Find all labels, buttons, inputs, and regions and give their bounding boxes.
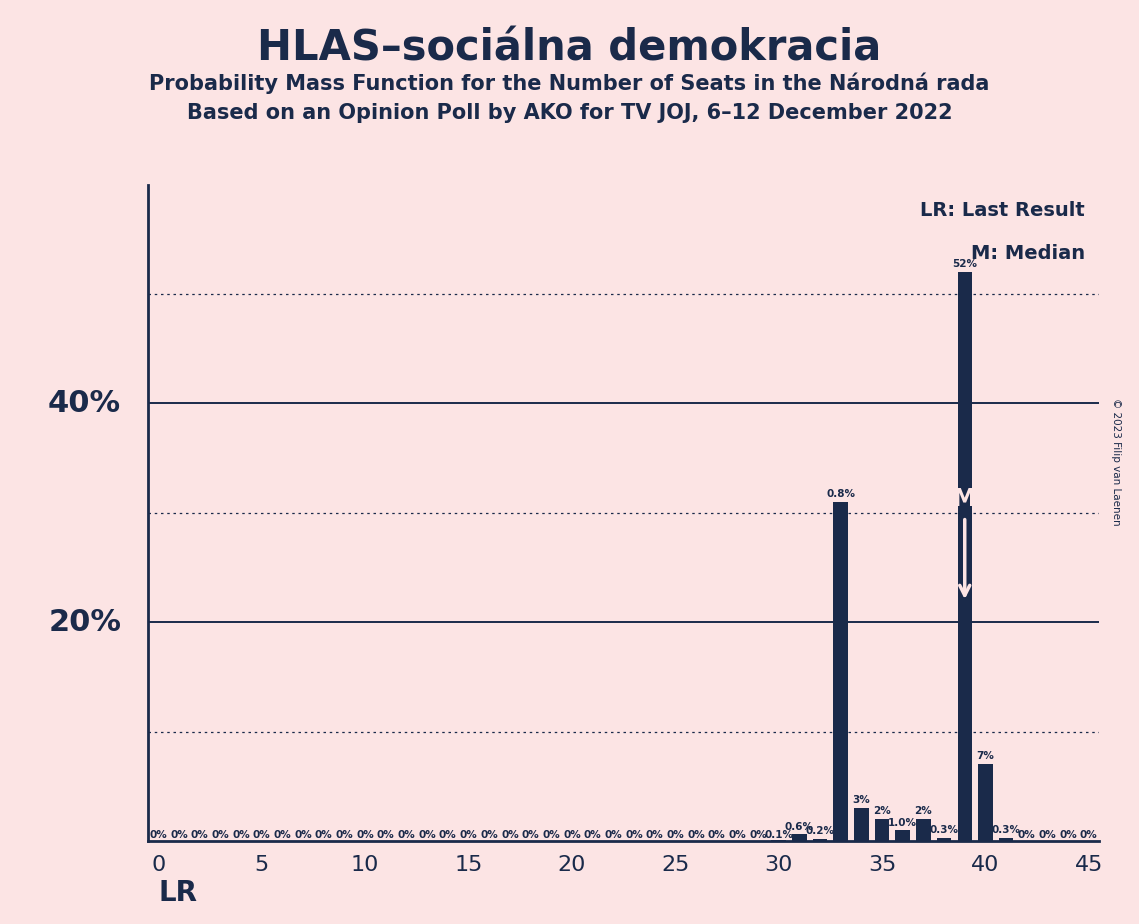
Text: 40%: 40% [48, 389, 121, 418]
Text: 0%: 0% [583, 831, 601, 840]
Text: 0%: 0% [232, 831, 249, 840]
Text: 0%: 0% [501, 831, 518, 840]
Text: 0%: 0% [729, 831, 746, 840]
Bar [937, 837, 951, 841]
Text: 0%: 0% [336, 831, 353, 840]
Bar [771, 840, 786, 841]
Text: 0%: 0% [170, 831, 188, 840]
Text: 0.3%: 0.3% [992, 825, 1021, 835]
Text: 0%: 0% [191, 831, 208, 840]
Text: 52%: 52% [952, 259, 977, 269]
Text: 2%: 2% [915, 806, 932, 816]
Text: 0%: 0% [1039, 831, 1056, 840]
Text: 0%: 0% [707, 831, 726, 840]
Text: 0.1%: 0.1% [764, 831, 793, 840]
Bar [958, 273, 972, 841]
Bar [854, 808, 869, 841]
Text: 0%: 0% [273, 831, 292, 840]
Text: 7%: 7% [976, 751, 994, 761]
Bar [834, 502, 847, 841]
Text: 0%: 0% [1080, 831, 1098, 840]
Text: 0.3%: 0.3% [929, 825, 959, 835]
Text: 0%: 0% [666, 831, 685, 840]
Text: 0.8%: 0.8% [826, 489, 855, 499]
Bar [813, 839, 827, 841]
Text: LR: LR [158, 879, 197, 907]
Bar [978, 764, 993, 841]
Text: 0%: 0% [687, 831, 705, 840]
Text: 0%: 0% [377, 831, 395, 840]
Text: 0%: 0% [253, 831, 271, 840]
Text: 0%: 0% [357, 831, 374, 840]
Text: 0.2%: 0.2% [805, 826, 835, 836]
Text: M: M [953, 487, 976, 511]
Text: 3%: 3% [852, 795, 870, 805]
Text: 20%: 20% [48, 608, 121, 637]
Text: 0%: 0% [522, 831, 540, 840]
Text: M: Median: M: Median [970, 244, 1084, 262]
Text: Based on an Opinion Poll by AKO for TV JOJ, 6–12 December 2022: Based on an Opinion Poll by AKO for TV J… [187, 103, 952, 124]
Text: 0%: 0% [418, 831, 436, 840]
Bar [999, 837, 1014, 841]
Text: 0%: 0% [398, 831, 416, 840]
Text: 0%: 0% [316, 831, 333, 840]
Text: 2%: 2% [874, 806, 891, 816]
Text: 0%: 0% [625, 831, 642, 840]
Text: 0%: 0% [481, 831, 498, 840]
Text: 0%: 0% [439, 831, 457, 840]
Text: 0%: 0% [605, 831, 622, 840]
Text: 0%: 0% [460, 831, 477, 840]
Bar [875, 819, 890, 841]
Text: Probability Mass Function for the Number of Seats in the Národná rada: Probability Mass Function for the Number… [149, 73, 990, 94]
Text: 0%: 0% [294, 831, 312, 840]
Text: 0%: 0% [1018, 831, 1035, 840]
Text: 0%: 0% [1059, 831, 1077, 840]
Text: 0%: 0% [149, 831, 167, 840]
Text: 0%: 0% [749, 831, 767, 840]
Bar [895, 830, 910, 841]
Text: © 2023 Filip van Laenen: © 2023 Filip van Laenen [1112, 398, 1121, 526]
Text: 0%: 0% [646, 831, 664, 840]
Text: 1.0%: 1.0% [888, 818, 917, 828]
Bar [792, 834, 806, 841]
Text: HLAS–sociálna demokracia: HLAS–sociálna demokracia [257, 28, 882, 69]
Bar [916, 819, 931, 841]
Text: 0%: 0% [563, 831, 581, 840]
Text: 0%: 0% [542, 831, 560, 840]
Text: 0%: 0% [212, 831, 229, 840]
Text: 0.6%: 0.6% [785, 822, 814, 833]
Text: LR: Last Result: LR: Last Result [920, 201, 1084, 220]
